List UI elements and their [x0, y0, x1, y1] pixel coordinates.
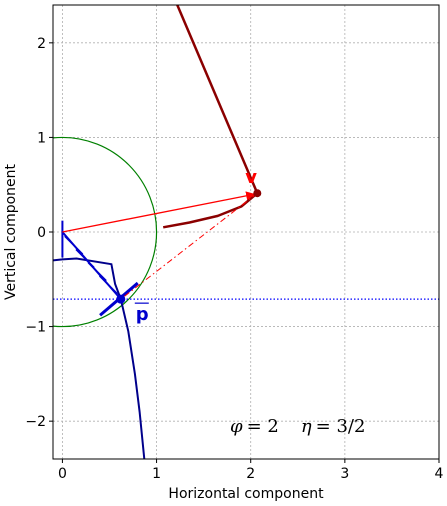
- y-tick-label: 1: [37, 130, 46, 146]
- x-tick-label: 3: [340, 466, 349, 482]
- y-tick-label: −1: [25, 320, 46, 336]
- point-p-label: p: [136, 304, 149, 325]
- cross-tick: [64, 235, 84, 255]
- vector-v-label: v: [245, 167, 257, 188]
- cross-tick: [87, 262, 107, 282]
- grid: [53, 5, 440, 459]
- y-tick-label: −2: [25, 414, 46, 430]
- chart-marks: vp: [53, 5, 439, 459]
- x-axis-label: Horizontal component: [168, 486, 324, 502]
- y-axis-label: Vertical component: [3, 163, 19, 300]
- cross-tick: [98, 275, 119, 295]
- parameter-annotation: φ = 2 η = 3/2: [230, 416, 365, 437]
- point-v: [253, 189, 262, 198]
- y-tick-label: 0: [37, 225, 46, 241]
- x-tick-label: 4: [435, 466, 444, 482]
- dark-red-line: [176, 5, 259, 194]
- axis-ticks: 0 1 2 3 4 −2 −1 0 1 2: [25, 36, 443, 482]
- x-tick-label: 1: [152, 466, 161, 482]
- y-tick-label: 2: [37, 36, 46, 52]
- x-tick-label: 2: [246, 466, 255, 482]
- unit-circle: [53, 136, 158, 328]
- x-tick-label: 0: [58, 466, 67, 482]
- navy-curve: [53, 257, 146, 459]
- point-p: [116, 294, 126, 304]
- projection-line: [120, 192, 258, 300]
- vector-v: [62, 191, 256, 233]
- dark-red-arc: [162, 192, 259, 229]
